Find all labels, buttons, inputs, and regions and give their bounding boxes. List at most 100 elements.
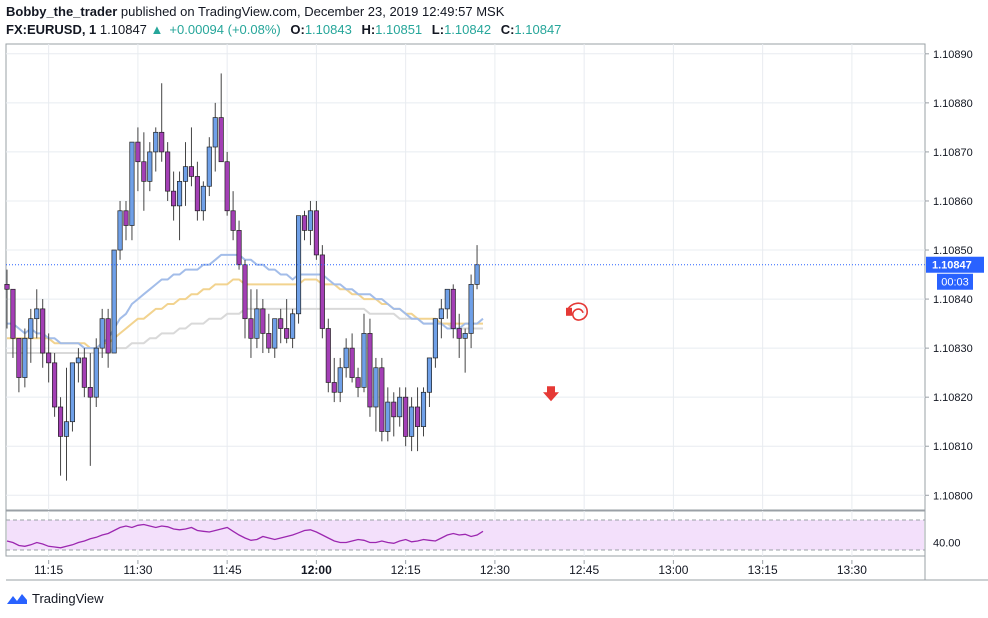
publication-line: Bobby_the_trader published on TradingVie… [6,4,504,19]
candle [52,353,58,417]
price-pane-border [5,43,926,511]
candle-body-up [420,391,427,427]
candle [40,299,46,368]
scribble-fill-mark [566,307,572,316]
candle-body-up [22,337,28,378]
candle-body-up [117,210,123,251]
circle-scribble-annotation [566,302,588,321]
x-tick-label: 13:30 [837,563,867,577]
y-tick-label: 1.10890 [933,49,973,61]
candle [474,245,480,290]
y-tick-label: 1.10870 [933,147,973,159]
candle [135,127,141,192]
candle-body-down [224,161,230,212]
candle [10,288,16,358]
candle [456,313,462,358]
candle [248,289,254,358]
candle [331,357,337,403]
candle [254,289,260,349]
candle [284,299,290,344]
candle-body-down [248,318,254,339]
x-tick-label: 13:00 [658,563,688,577]
candle [307,200,314,246]
tradingview-brand[interactable]: TradingView [6,591,104,606]
countdown-label-bg [937,273,973,290]
y-tick-label: 1.10830 [933,343,973,355]
symbol-legend: FX:EURUSD, 1 1.10847 ▲ +0.00094 (+0.08%) … [6,22,567,37]
candle-body-down [141,161,147,182]
candle-body-up [212,117,218,148]
candle [69,362,76,432]
down-arrow-marker [543,386,559,402]
candle [171,171,177,221]
candle-body-up [272,318,278,349]
candle-body-up [438,308,444,320]
candle-body-down [46,352,52,364]
candle [361,313,367,393]
candle [444,288,450,319]
candle-body-down [105,318,111,354]
candle-body-down [236,230,242,266]
x-tick-label: 12:30 [480,563,510,577]
x-tick-label: 13:15 [748,563,778,577]
candle-body-up [373,367,379,408]
rsi-panel [6,519,925,551]
candle-body-down [266,333,272,349]
candles [4,73,480,481]
candle-body-up [343,347,349,369]
last-price: 1.10847 [99,22,147,37]
candle-body-down [355,377,361,388]
change-up-icon: ▲ [150,22,164,37]
candle-body-down [301,215,308,231]
candle-body-up [307,210,314,231]
author-name[interactable]: Bobby_the_trader [6,4,118,19]
candle [462,328,468,373]
candle [266,313,272,354]
candle-body-down [278,318,284,329]
candle-body-down [284,328,290,339]
x-tick-label: 12:15 [391,563,421,577]
current-price-label-bg [926,256,984,273]
candle [206,137,212,197]
candle-body-down [171,190,177,207]
candle-body-down [403,396,409,437]
close-label: C: [500,22,515,37]
rsi-tick-label: 40.00 [933,538,961,550]
candle [290,308,296,349]
tradingview-logo-icon [7,593,27,604]
candle [4,269,10,329]
candle [117,200,123,260]
candle [224,151,230,216]
candle-body-up [206,146,212,187]
candle-body-down [16,337,22,378]
candle-body-up [34,308,40,320]
candle-body-up [385,401,391,432]
candle-body-down [123,210,129,226]
open-label: O: [290,22,305,37]
candle [313,200,319,260]
candle [81,348,87,398]
candle [242,259,248,339]
candle-body-up [153,131,159,153]
current-price-label: 1.10847 [932,260,972,272]
candle-body-down [87,387,93,398]
candle-body-down [319,254,325,329]
candle-body-down [52,362,58,408]
candle-body-down [40,308,46,354]
candle-body-up [468,284,474,334]
candle [57,397,64,476]
candle-body-up [337,367,343,393]
candle [278,308,284,344]
candle [34,289,40,339]
rsi-line [6,523,484,549]
y-tick-label: 1.10810 [933,441,973,453]
y-tick-label: 1.10840 [933,294,973,306]
candle-body-up [177,180,183,207]
candle [272,318,278,358]
candle-body-down [57,406,64,437]
candle-body-up [200,185,206,212]
high-value: 1.10851 [375,22,423,37]
candle [403,387,409,447]
countdown-label: 00:03 [941,277,969,289]
